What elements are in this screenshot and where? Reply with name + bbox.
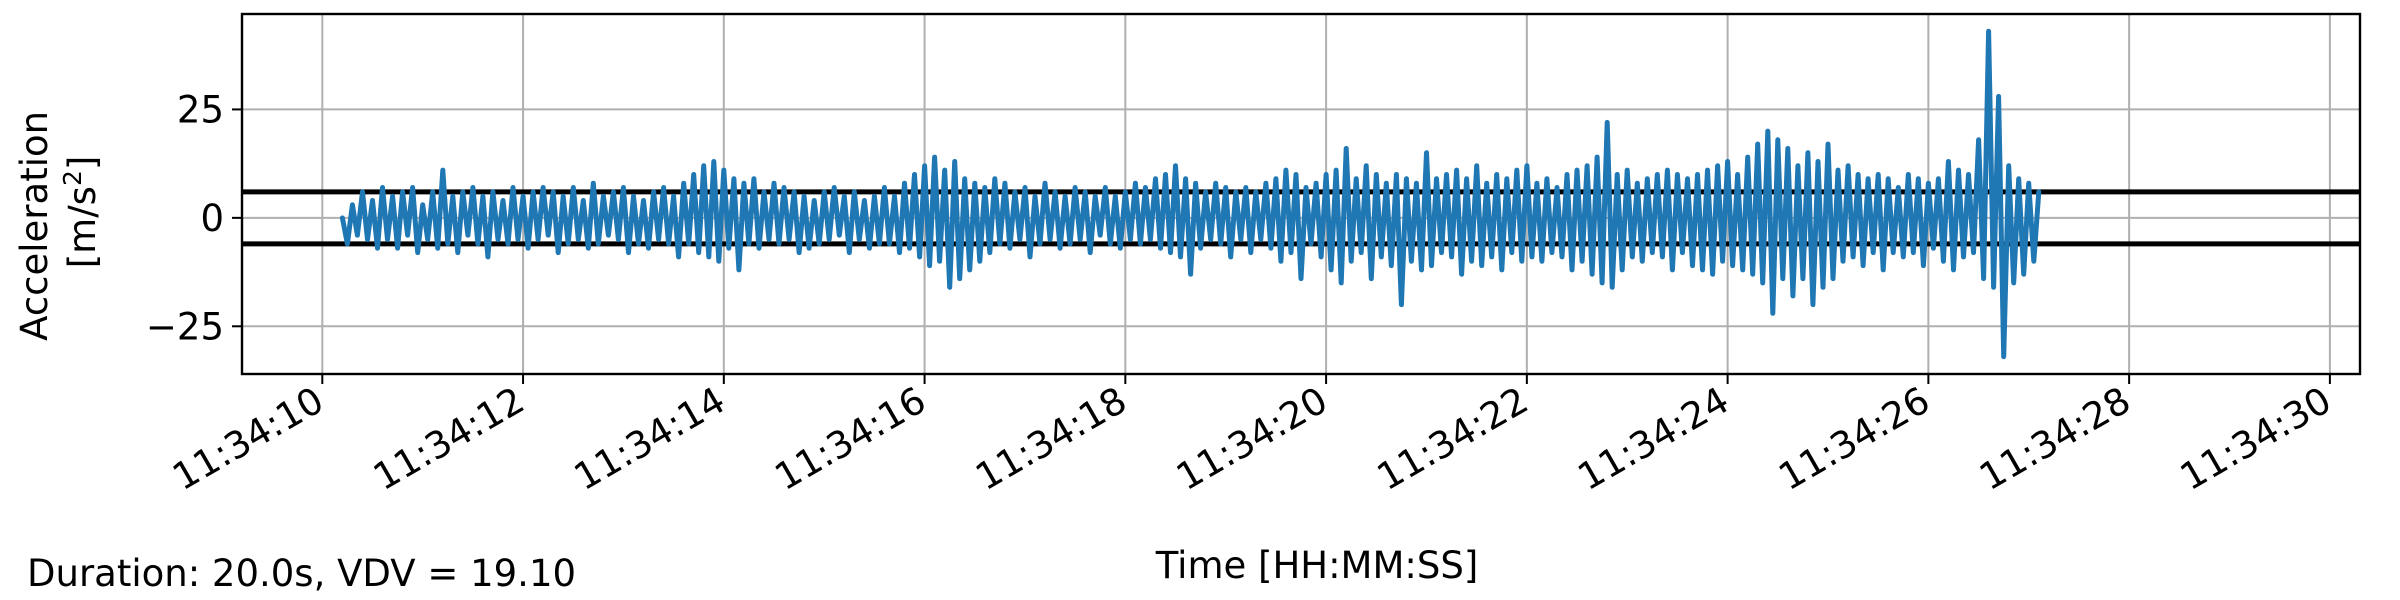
- x-tick-label: 11:34:10: [165, 379, 330, 499]
- y-axis-label-close: ]: [61, 156, 104, 170]
- y-tick-label: −25: [146, 305, 224, 348]
- y-axis-label-superscript: 2: [58, 170, 87, 186]
- x-tick-label: 11:34:24: [1571, 379, 1736, 499]
- x-tick-label: 11:34:22: [1370, 379, 1535, 499]
- x-axis-ticks: 11:34:10 11:34:12 11:34:14 11:34:16 11:34:18…: [165, 374, 2338, 499]
- y-axis-ticks: 25 0 −25: [146, 88, 242, 348]
- x-tick-label: 11:34:14: [567, 379, 732, 499]
- x-tick-label: 11:34:12: [366, 379, 531, 499]
- x-tick-label: 11:34:26: [1771, 379, 1936, 499]
- y-tick-label: 0: [200, 197, 224, 240]
- x-tick-label: 11:34:16: [768, 379, 933, 499]
- y-axis-label: Acceleration [m/s2]: [13, 99, 104, 341]
- x-axis-label: Time [HH:MM:SS]: [1155, 544, 1479, 587]
- x-tick-label: 11:34:30: [2173, 379, 2338, 499]
- y-axis-label-line1: Acceleration: [13, 111, 56, 341]
- x-tick-label: 11:34:18: [968, 379, 1133, 499]
- x-tick-label: 11:34:28: [1972, 379, 2137, 499]
- y-tick-label: 25: [177, 88, 224, 131]
- acceleration-line: [339, 28, 2042, 360]
- acceleration-series: [339, 28, 2042, 360]
- duration-vdv-summary: Duration: 20.0s, VDV = 19.10: [27, 552, 577, 595]
- x-tick-label: 11:34:20: [1169, 379, 1334, 499]
- plot-frame: [240, 12, 2362, 376]
- y-axis-label-line2: [m/s: [61, 186, 104, 268]
